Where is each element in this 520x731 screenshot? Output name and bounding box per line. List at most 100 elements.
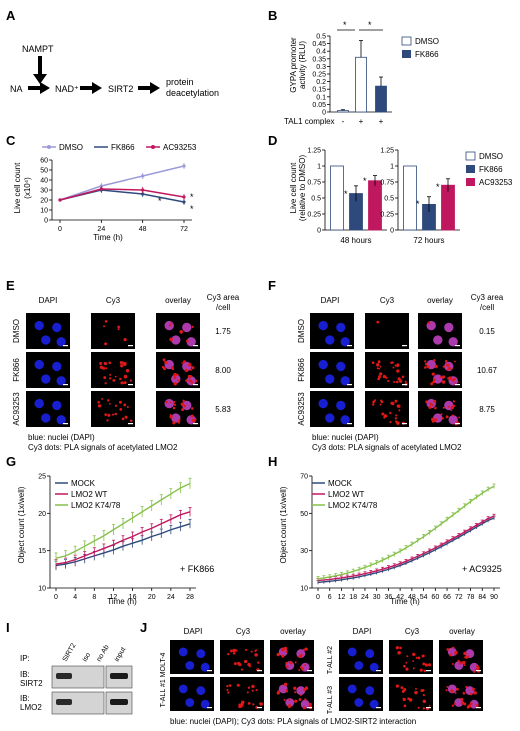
c-sig-72a: * <box>190 192 194 202</box>
j-overlay-scale-bar <box>307 670 312 672</box>
f-dapi-nucleus <box>340 337 350 347</box>
j-overlay-pla-dot <box>304 664 306 667</box>
j-cy3-pla-dot <box>406 655 409 658</box>
j-cy3-scale-bar <box>426 707 431 709</box>
f-dapi-scale-bar <box>347 423 352 425</box>
f-cy3-pla-dot <box>382 374 386 379</box>
i-ib1-line2: SIRT2 <box>20 679 43 688</box>
j-overlay-nucleus <box>300 699 310 709</box>
f-cy3-scale-bar <box>402 384 407 386</box>
e-cy3-pla-dot <box>104 413 108 416</box>
f-cy3-pla-dot <box>379 376 382 379</box>
j-overlay-pla-dot <box>302 706 306 710</box>
j-dapi-nucleus <box>185 698 195 707</box>
f-dapi-nucleus <box>325 335 335 345</box>
j-cy3-pla-dot <box>254 653 258 657</box>
e-cy3-pla-dot <box>108 402 111 405</box>
j-cy3-pla-dot <box>422 699 427 704</box>
j-cy3-scale-bar <box>426 670 431 672</box>
j-col-overlay-1: overlay <box>280 627 306 636</box>
f-cy3-pla-dot <box>397 377 401 381</box>
g-y-tick-label: 25 <box>38 474 46 481</box>
e-cy3-pla-dot <box>123 374 128 379</box>
j-overlay-pla-dot <box>281 654 285 658</box>
j-cy3-pla-dot <box>251 689 254 692</box>
f-dapi-scale-bar <box>347 345 352 347</box>
i-band-sirt2-lane1 <box>56 673 72 679</box>
e-cy3-pla-dot <box>124 362 127 364</box>
f-caption-1: blue: nuclei (DAPI) <box>312 433 379 442</box>
f-cy3-pla-dot <box>398 409 401 412</box>
protein-label: protein <box>166 77 194 87</box>
d-y-tick-label: 1 <box>390 164 394 171</box>
d-legend-fk866: FK866 <box>479 165 503 174</box>
c-series-line <box>59 165 185 201</box>
j-overlay-pla-dot <box>457 659 460 662</box>
f-overlay-pla-dot <box>432 380 436 384</box>
c-xlabel: Time (h) <box>93 233 123 242</box>
f-overlay-pla-dot <box>440 413 443 416</box>
j-overlay-pla-dot <box>293 686 297 690</box>
j-dapi-nucleus <box>354 698 364 707</box>
j-col-overlay-2: overlay <box>449 627 475 636</box>
panel-a-pathway: NAMPT NA NAD⁺ SIRT2 protein deacetylatio… <box>10 44 219 98</box>
c-point <box>182 195 186 199</box>
j-cy3-pla-dot <box>227 691 230 694</box>
e-cy3-pla-dot <box>104 382 107 385</box>
d-sig-4: * <box>436 182 440 192</box>
f-cy3-pla-dot <box>396 369 400 373</box>
f-overlay-pla-dot <box>426 365 430 369</box>
j-overlay-pla-dot <box>283 646 288 651</box>
e-cy3-pla-dot <box>114 412 117 416</box>
d-y-tick-label: 1.25 <box>307 148 321 155</box>
f-overlay-pla-dot <box>450 409 453 412</box>
e-overlay-pla-dot <box>168 324 172 327</box>
c-point <box>182 200 186 204</box>
h-x-tick-label: 72 <box>455 594 463 601</box>
panel-letter-i: I <box>6 620 10 635</box>
c-y-tick-label: 0 <box>44 218 48 225</box>
e-dapi-nucleus <box>56 376 66 386</box>
h-x-tick-label: 12 <box>338 594 346 601</box>
e-cy3-pla-dot <box>119 361 124 365</box>
f-overlay-scale-bar <box>455 384 460 386</box>
f-overlay-pla-dot <box>451 414 455 417</box>
j-overlay-scale-bar <box>307 707 312 709</box>
e-cy3-pla-dot <box>97 400 100 404</box>
f-cy3-pla-dot <box>379 372 383 376</box>
j-overlay-pla-dot <box>304 686 309 690</box>
g-x-tick-label: 16 <box>129 594 137 601</box>
j-caption: blue: nuclei (DAPI); Cy3 dots: PLA signa… <box>170 717 416 726</box>
j-cy3-pla-dot <box>422 707 426 710</box>
b-x-sign-1: - <box>342 117 345 126</box>
sirt2-label: SIRT2 <box>108 84 133 94</box>
h-x-tick-label: 30 <box>373 594 381 601</box>
j-overlay-pla-dot <box>301 667 304 670</box>
f-overlay-pla-dot <box>434 418 438 422</box>
f-overlay-pla-dot <box>448 366 452 370</box>
f-image-grid <box>310 313 462 427</box>
e-cy3-scale-bar <box>128 345 133 347</box>
deacetylation-label: deacetylation <box>166 88 219 98</box>
e-cy3-pla-dot <box>103 362 108 366</box>
d-legend-swatch-dmso <box>465 151 476 161</box>
b-bar <box>337 110 349 113</box>
f-overlay-pla-dot <box>446 363 450 367</box>
j-cy3-pla-dot <box>226 685 229 688</box>
j-overlay-pla-dot <box>454 691 457 694</box>
f-overlay-pla-dot <box>444 360 448 363</box>
panel-f: DAPI Cy3 overlay Cy3 area /cell DMSO FK8… <box>297 293 504 452</box>
j-overlay-pla-dot <box>445 689 448 692</box>
f-cy3-frame <box>365 391 409 427</box>
panel-g: Object count (1x/well) 10 15 20 25 0 4 8 12 16 20… <box>17 474 214 607</box>
j-overlay-pla-dot <box>283 698 286 701</box>
h-x-tick-label: 6 <box>328 594 332 601</box>
j-cy3-frame <box>389 677 433 711</box>
e-dapi-nucleus <box>52 400 62 411</box>
e-overlay-pla-dot <box>182 399 185 403</box>
j-overlay-nucleus <box>285 698 295 707</box>
j-dapi-nucleus <box>196 649 206 659</box>
f-cy3-pla-dot <box>394 399 398 403</box>
e-dapi-nucleus <box>34 398 44 409</box>
